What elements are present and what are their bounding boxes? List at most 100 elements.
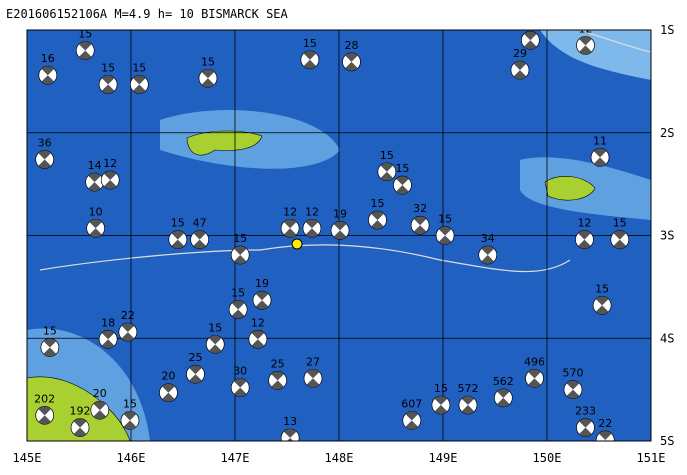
lat-label: 2S	[660, 126, 674, 140]
compression-quadrant	[255, 291, 269, 310]
focal-mechanism: 30	[230, 365, 250, 397]
focal-mechanism: 19	[252, 277, 272, 310]
depth-label: 15	[171, 217, 185, 230]
compression-quadrant	[283, 219, 297, 238]
mainland	[27, 376, 131, 441]
depth-label: 15	[438, 213, 452, 226]
depth-label: 19	[255, 277, 269, 290]
compression-quadrant	[171, 230, 185, 249]
lon-label: 148E	[325, 451, 354, 465]
depth-label: 34	[481, 232, 495, 245]
depth-label: 233	[575, 405, 596, 418]
compression-quadrant	[305, 219, 319, 238]
depth-label: 29	[513, 47, 527, 60]
compression-quadrant	[461, 396, 475, 414]
depth-label: 572	[457, 382, 478, 395]
compression-quadrant	[38, 150, 51, 169]
depth-label: 15	[132, 61, 146, 74]
depth-label: 30	[233, 365, 247, 378]
focal-mechanism: 15	[230, 232, 250, 265]
depth-label: 15	[231, 286, 245, 299]
focal-mechanism: 32	[410, 202, 430, 235]
compression-quadrant	[103, 171, 117, 189]
compression-quadrant	[438, 226, 452, 245]
compression-quadrant	[513, 61, 527, 79]
focal-mechanism: 15	[431, 382, 451, 415]
depth-label: 12	[305, 205, 319, 218]
depth-label: 25	[271, 357, 285, 370]
depth-label: 10	[89, 205, 103, 218]
compression-quadrant	[306, 369, 320, 388]
depth-label: 15	[78, 28, 92, 41]
compression-quadrant	[101, 330, 115, 349]
depth-label: 25	[188, 351, 202, 364]
depth-label: 19	[333, 207, 347, 220]
focal-mechanism: 11	[590, 134, 610, 167]
depth-label: 22	[598, 417, 612, 430]
compression-quadrant	[380, 162, 394, 181]
depth-label: 570	[563, 367, 584, 380]
focal-mechanism: 10	[86, 205, 105, 238]
compression-quadrant	[434, 396, 448, 414]
compression-quadrant	[89, 219, 102, 238]
compression-quadrant	[333, 221, 347, 240]
focal-mechanism: 15	[168, 217, 188, 249]
lon-label: 146E	[117, 451, 146, 465]
focal-mechanism: 202	[34, 392, 55, 425]
compression-quadrant	[345, 52, 358, 71]
compression-quadrant	[193, 230, 206, 249]
focal-mechanism: 15	[205, 321, 225, 354]
depth-label: 12	[103, 157, 117, 170]
compression-quadrant	[497, 388, 510, 407]
focal-mechanism: 22	[118, 309, 138, 342]
depth-label: 12	[251, 316, 265, 329]
focal-mechanism: 15	[300, 37, 320, 70]
focal-mechanism: 19	[330, 207, 350, 240]
focal-mechanism: 15	[610, 217, 630, 249]
depth-label: 192	[70, 405, 91, 418]
lat-label: 1S	[660, 23, 674, 37]
island	[544, 176, 596, 201]
depth-label: 15	[233, 232, 247, 245]
focal-mechanism: 15	[198, 55, 218, 88]
lat-label: 5S	[660, 434, 674, 448]
plate-boundary	[579, 30, 651, 53]
plate-boundary	[39, 244, 571, 273]
focal-mechanism: 18	[98, 316, 118, 349]
compression-quadrant	[208, 335, 222, 354]
compression-quadrant	[38, 406, 51, 425]
compression-quadrant	[233, 378, 247, 397]
focal-mechanism: 28	[342, 39, 361, 72]
compression-quadrant	[613, 230, 627, 249]
depth-label: 12	[283, 205, 297, 218]
compression-quadrant	[579, 36, 592, 55]
focal-mechanism: 562	[493, 375, 514, 408]
compression-quadrant	[231, 300, 245, 319]
depth-label: 14	[88, 159, 102, 172]
depth-label: 12	[577, 217, 591, 230]
depth-label: 15	[434, 382, 448, 395]
compression-quadrant	[233, 246, 247, 264]
compression-quadrant	[43, 338, 57, 357]
compression-quadrant	[566, 380, 580, 399]
frame	[26, 29, 652, 442]
focal-mechanism: 607	[401, 397, 422, 430]
focal-mechanism: 25	[268, 357, 287, 390]
focal-mechanism: 13	[280, 415, 300, 441]
depth-label: 20	[161, 370, 175, 383]
focal-mechanism: 12	[302, 205, 322, 238]
compression-quadrant	[524, 31, 537, 50]
focal-mechanism: 15	[120, 397, 140, 430]
compression-quadrant	[101, 75, 115, 94]
compression-quadrant	[189, 365, 202, 384]
focal-mechanism: 15	[435, 213, 455, 245]
focal-mechanism: 15	[75, 28, 95, 60]
depth-label: 15	[395, 162, 409, 175]
compression-quadrant	[123, 411, 137, 430]
lon-label: 150E	[533, 451, 562, 465]
compression-quadrant	[251, 330, 265, 349]
focal-mechanism: 15	[393, 162, 412, 195]
compression-quadrant	[303, 50, 317, 69]
